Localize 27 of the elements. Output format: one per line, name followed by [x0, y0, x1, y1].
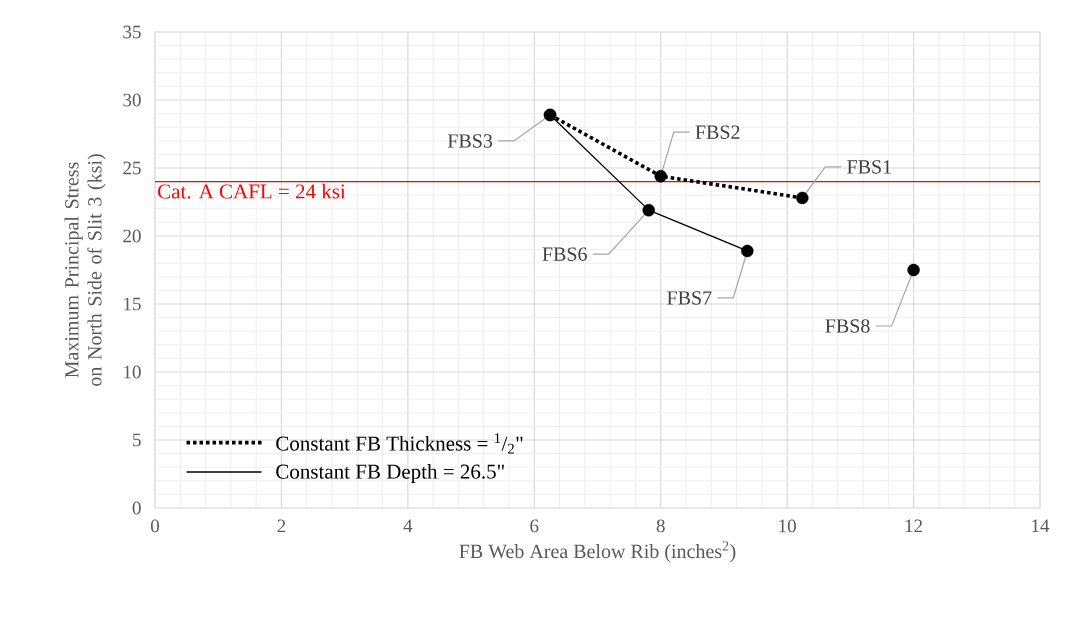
y-tick-label: 0 — [132, 501, 141, 515]
legend-label: Constant FB Depth = 26.5" — [276, 463, 504, 483]
annotation: FBS6 — [542, 247, 587, 261]
annotation: FBS3 — [447, 134, 493, 148]
ref-line-label: Cat. A CAFL = 24 ksi — [158, 183, 346, 199]
x-tick-label: 2 — [277, 519, 286, 533]
y-tick-label: 35 — [123, 25, 141, 39]
x-tick-label: 14 — [1032, 519, 1050, 533]
x-tick-label: 12 — [905, 519, 923, 533]
x-tick-label: 10 — [779, 519, 796, 533]
y-tick-label: 10 — [124, 365, 141, 379]
x-axis-title: FB Web Area Below Rib (inches$^{2}$) — [459, 541, 736, 563]
x-tick-label: 4 — [403, 519, 413, 533]
x-tick-label: 6 — [530, 519, 539, 533]
x-tick-label: 0 — [150, 519, 160, 533]
x-tick-label: 8 — [656, 519, 665, 533]
y-tick-label: 25 — [123, 161, 141, 175]
y-tick-label: 15 — [124, 297, 141, 311]
annotation: FBS1 — [847, 160, 891, 174]
annotation: FBS2 — [695, 125, 740, 139]
y-axis-title: Maximum Principal Stress on North Side of Slit 3 (ksi) — [64, 154, 106, 386]
y-tick-label: 30 — [123, 93, 141, 107]
annotation: FBS7 — [667, 291, 712, 305]
legend-label: Constant FB Thickness = $^{1}$/$_{2}$" — [276, 433, 523, 454]
y-tick-label: 20 — [123, 229, 141, 243]
annotation: FBS8 — [825, 319, 870, 333]
y-tick-label: 5 — [133, 433, 141, 447]
